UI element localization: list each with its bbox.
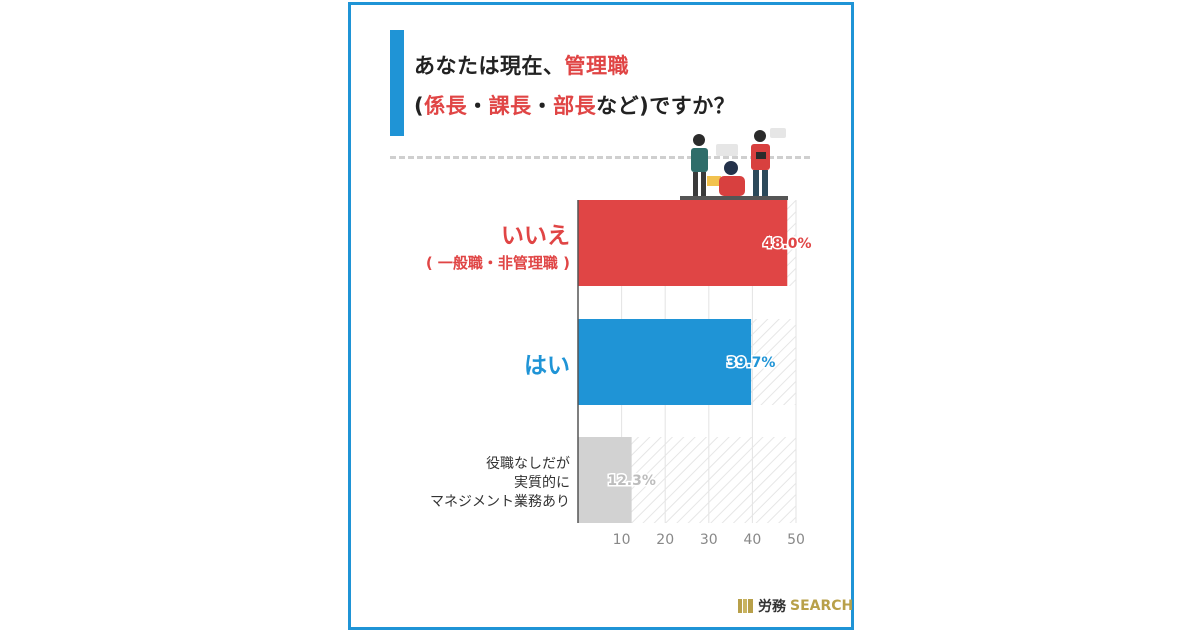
title-separator-2: ・ [531, 94, 554, 118]
value-labels: 48.0% 39.7% 12.3% [606, 235, 813, 491]
title-suffix: など)ですか？ [596, 94, 736, 118]
bar-1 [578, 319, 752, 405]
desk-top [680, 196, 788, 200]
title-separator-1: ・ [467, 94, 489, 118]
title-divider [390, 156, 810, 159]
book-icon [738, 599, 753, 613]
x-tick-label: 20 [656, 532, 674, 548]
person-center-head [724, 161, 738, 175]
title-accent-bar [390, 30, 404, 136]
x-tick-label: 10 [613, 532, 631, 548]
person-right-head [754, 130, 766, 142]
bar-0 [578, 200, 788, 286]
person-left-body [691, 148, 708, 172]
brand-logo: 労務 SEARCH [738, 596, 853, 616]
category-label-no: いいえ [501, 223, 570, 249]
x-tick-label: 40 [743, 532, 761, 548]
value-label-0: 48.0% [763, 236, 812, 252]
speech-bubble-icon [716, 144, 738, 156]
logo-text-jp: 労務 [758, 599, 786, 615]
title-highlight-kacho: 課長 [488, 94, 532, 118]
title-prefix: あなたは現在、 [414, 54, 565, 78]
title-line-1: あなたは現在、管理職 [414, 50, 629, 80]
x-tick-label: 50 [787, 532, 805, 548]
x-tick-labels: 10 20 30 40 50 [613, 532, 805, 548]
title-highlight-bucho: 部長 [553, 94, 597, 118]
title-line-2: (係長・課長・部長など)ですか？ [414, 90, 735, 120]
category-label-de-facto-line1: 役職なしだが [486, 456, 570, 472]
title-highlight-management: 管理職 [564, 54, 629, 78]
office-people-illustration [680, 128, 788, 200]
speech-bubble-icon [770, 128, 786, 138]
bars [578, 200, 788, 523]
value-label-2: 12.3% [607, 473, 656, 489]
bar-2 [578, 437, 632, 523]
title-open-paren: ( [414, 94, 425, 118]
tablet-icon [756, 152, 766, 159]
category-label-yes: はい [524, 353, 570, 379]
chart-frame [348, 2, 854, 630]
category-label-no-detail: ( 一般職・非管理職 ) [425, 254, 570, 272]
person-center-body [719, 176, 745, 196]
x-tick-label: 30 [700, 532, 718, 548]
person-left-head [693, 134, 705, 146]
value-label-1: 39.7% [727, 355, 776, 371]
category-label-de-facto-line2: 実質的に [514, 475, 570, 491]
title-highlight-kakaricho: 係長 [424, 94, 468, 118]
logo-text-en: SEARCH [790, 598, 854, 614]
category-label-de-facto-line3: マネジメント業務あり [430, 494, 570, 510]
document-icon [707, 176, 721, 186]
